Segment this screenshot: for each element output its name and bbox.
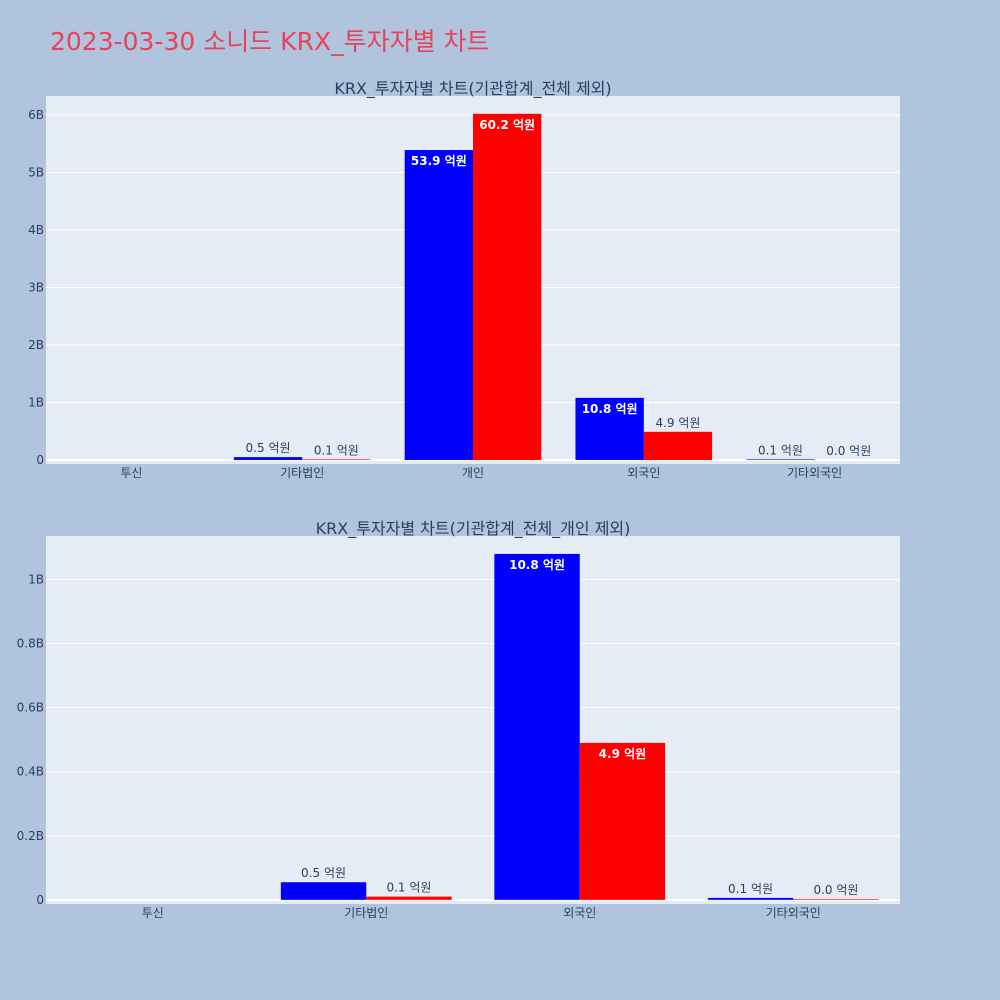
x-tick-label: 기타법인	[344, 906, 388, 920]
y-tick-label: 1B	[28, 395, 44, 409]
data-label: 53.9 억원	[411, 154, 467, 168]
y-tick-label: 0.6B	[17, 701, 44, 715]
data-label: 0.1 억원	[314, 443, 359, 457]
y-tick-label: 2B	[28, 338, 44, 352]
x-tick-label: 투신	[120, 466, 142, 480]
data-label: 0.0 억원	[826, 444, 871, 458]
y-tick-label: 0	[36, 893, 44, 907]
data-label: 0.1 억원	[758, 443, 803, 457]
data-label: 4.9 억원	[599, 747, 647, 761]
y-tick-label: 0.8B	[17, 637, 44, 651]
y-tick-label: 0.2B	[17, 829, 44, 843]
bar	[280, 882, 367, 900]
bar	[643, 431, 713, 460]
y-tick-label: 0	[36, 453, 44, 467]
x-tick-label: 투신	[142, 906, 164, 920]
plot-area	[46, 536, 900, 904]
data-label: 0.0 억원	[813, 883, 858, 897]
x-tick-label: 외국인	[627, 466, 660, 480]
bar	[579, 742, 666, 900]
data-label: 4.9 억원	[655, 416, 700, 430]
x-tick-label: 외국인	[563, 906, 596, 920]
y-tick-label: 3B	[28, 280, 44, 294]
bar	[575, 397, 644, 460]
bar	[793, 899, 879, 900]
bar	[233, 457, 303, 460]
x-tick-label: 개인	[462, 466, 484, 480]
data-label: 10.8 억원	[582, 402, 638, 416]
page-title: 2023-03-30 소니드 KRX_투자자별 차트	[50, 27, 490, 56]
bar	[473, 113, 542, 460]
data-label: 0.5 억원	[246, 441, 291, 455]
data-label: 0.1 억원	[728, 882, 773, 896]
bar	[366, 896, 452, 900]
subplot-title: KRX_투자자별 차트(기관합계_전체 제외)	[334, 79, 611, 99]
data-label: 10.8 억원	[509, 558, 565, 572]
bar	[302, 459, 371, 460]
data-label: 0.5 억원	[301, 866, 346, 880]
y-tick-label: 1B	[28, 573, 44, 587]
data-label: 60.2 억원	[479, 118, 535, 132]
bar	[707, 897, 794, 900]
bar	[494, 553, 580, 900]
y-tick-label: 4B	[28, 223, 44, 237]
bar	[404, 150, 473, 460]
y-tick-label: 6B	[28, 108, 44, 122]
x-tick-label: 기타외국인	[766, 906, 821, 920]
y-tick-label: 0.4B	[17, 765, 44, 779]
subplot-title: KRX_투자자별 차트(기관합계_전체_개인 제외)	[316, 519, 631, 539]
y-tick-label: 5B	[28, 165, 44, 179]
x-tick-label: 기타법인	[280, 466, 324, 480]
x-tick-label: 기타외국인	[787, 466, 842, 480]
data-label: 0.1 억원	[386, 881, 431, 895]
bar	[746, 459, 815, 460]
